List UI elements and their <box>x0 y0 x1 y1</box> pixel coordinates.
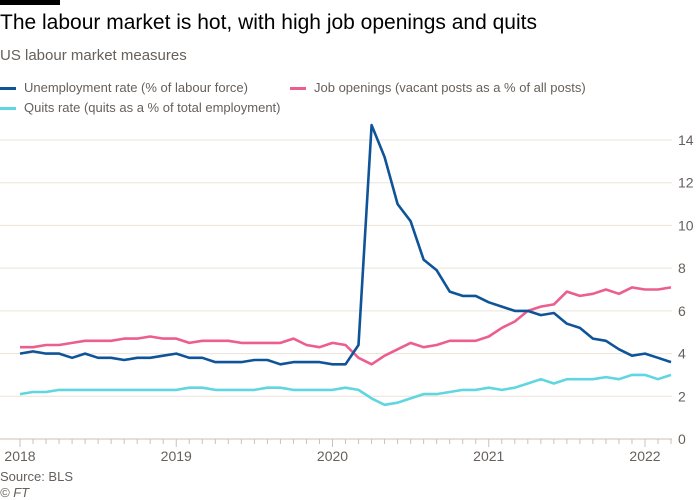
y-tick-label: 8 <box>678 260 686 276</box>
legend-swatch <box>0 86 16 90</box>
y-tick-label: 14 <box>678 132 694 148</box>
y-tick-label: 0 <box>678 431 686 447</box>
legend-item-job-openings: Job openings (vacant posts as a % of all… <box>290 80 586 96</box>
legend-item-unemployment: Unemployment rate (% of labour force) <box>0 80 248 96</box>
legend-label: Unemployment rate (% of labour force) <box>24 80 248 95</box>
legend-swatch <box>0 106 16 110</box>
chart-subtitle: US labour market measures <box>0 47 187 64</box>
brand-bar <box>0 0 60 5</box>
x-tick-label: 2021 <box>473 448 504 464</box>
legend-label: Quits rate (quits as a % of total employ… <box>24 100 281 115</box>
legend-swatch <box>290 86 306 90</box>
source-note: Source: BLS <box>0 469 73 484</box>
legend-label: Job openings (vacant posts as a % of all… <box>314 80 586 95</box>
series-line-unemployment <box>19 123 672 366</box>
ft-credit: © FT <box>0 485 30 500</box>
x-tick-label: 2019 <box>161 448 192 464</box>
chart-title: The labour market is hot, with high job … <box>0 11 537 34</box>
x-tick-label: 2018 <box>4 448 35 464</box>
y-tick-label: 6 <box>678 303 686 319</box>
y-tick-label: 10 <box>678 217 694 233</box>
legend-item-quits: Quits rate (quits as a % of total employ… <box>0 100 281 116</box>
y-tick-label: 12 <box>678 175 694 191</box>
series-line-quits <box>19 373 672 407</box>
series-line-job-openings <box>20 286 672 366</box>
x-tick-label: 2020 <box>317 448 348 464</box>
x-tick-label: 2022 <box>629 448 660 464</box>
y-tick-label: 2 <box>678 388 686 404</box>
y-tick-label: 4 <box>678 346 686 362</box>
